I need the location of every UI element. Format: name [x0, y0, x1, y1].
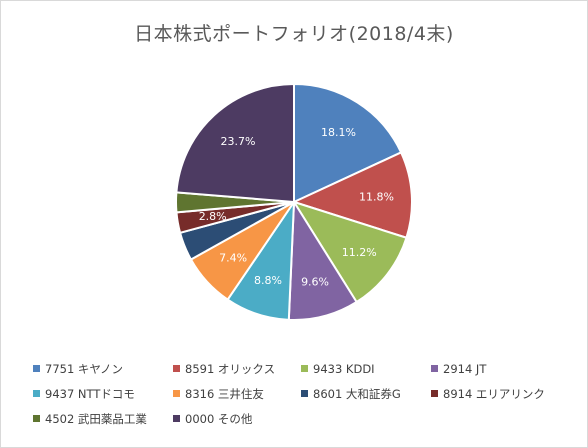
slice-data-label-4: 9.6%	[301, 275, 329, 288]
chart-title: 日本株式ポートフォリオ(2018/4末)	[134, 23, 454, 45]
legend-label: 8316 三井住友	[185, 386, 264, 401]
pie-slice-1	[293, 83, 403, 203]
legend-label: 8601 大和証券G	[313, 386, 401, 401]
legend-label: 9433 KDDI	[313, 361, 375, 376]
legend-label: 4502 武田薬品工業	[45, 411, 147, 426]
slice-data-label-2: 11.8%	[359, 190, 394, 203]
legend-entry-10: 0000 その他	[173, 411, 301, 427]
slice-data-label-5: 8.8%	[254, 274, 282, 287]
legend-swatch	[301, 390, 308, 397]
legend-entry-9: 4502 武田薬品工業	[33, 411, 173, 427]
legend-label: 9437 NTTドコモ	[45, 386, 135, 401]
legend-entry-5: 9437 NTTドコモ	[33, 386, 173, 402]
legend-label: 7751 キヤノン	[45, 361, 124, 376]
slice-data-label-6: 7.4%	[219, 251, 247, 264]
legend-entry-1: 7751 キヤノン	[33, 361, 173, 377]
legend-swatch	[431, 390, 438, 397]
legend-swatch	[431, 365, 438, 372]
pie-slice-2	[293, 151, 413, 239]
pie-slice-3	[293, 201, 408, 304]
legend-label: 8591 オリックス	[185, 361, 276, 376]
legend-entry-6: 8316 三井住友	[173, 386, 301, 402]
legend-swatch	[173, 365, 180, 372]
legend-swatch	[173, 390, 180, 397]
slice-data-label-8: 2.8%	[199, 210, 227, 223]
legend-entry-2: 8591 オリックス	[173, 361, 301, 377]
slice-data-label-1: 18.1%	[321, 126, 356, 139]
legend-label: 0000 その他	[185, 411, 253, 426]
legend-swatch	[173, 415, 180, 422]
legend-swatch	[301, 365, 308, 372]
legend-entry-4: 2914 JT	[431, 362, 551, 376]
legend-swatch	[33, 415, 40, 422]
slice-data-label-10: 23.7%	[221, 135, 256, 148]
legend-entry-3: 9433 KDDI	[301, 362, 431, 376]
pie-slice-10	[175, 83, 295, 203]
legend-swatch	[33, 390, 40, 397]
legend-label: 2914 JT	[443, 361, 487, 376]
legend-row: 9437 NTTドコモ 8316 三井住友 8601 大和証券G 8914 エリアリン…	[33, 381, 573, 406]
legend: 7751 キヤノン 8591 オリックス 9433 KDDI 2914 JT 9437 …	[33, 356, 573, 431]
slice-data-label-3: 11.2%	[342, 246, 377, 259]
legend-label: 8914 エリアリンク	[443, 386, 545, 401]
legend-row: 7751 キヤノン 8591 オリックス 9433 KDDI 2914 JT	[33, 356, 573, 381]
legend-row: 4502 武田薬品工業 0000 その他	[33, 406, 573, 431]
legend-entry-8: 8914 エリアリンク	[431, 386, 551, 402]
legend-entry-7: 8601 大和証券G	[301, 386, 431, 402]
legend-swatch	[33, 365, 40, 372]
